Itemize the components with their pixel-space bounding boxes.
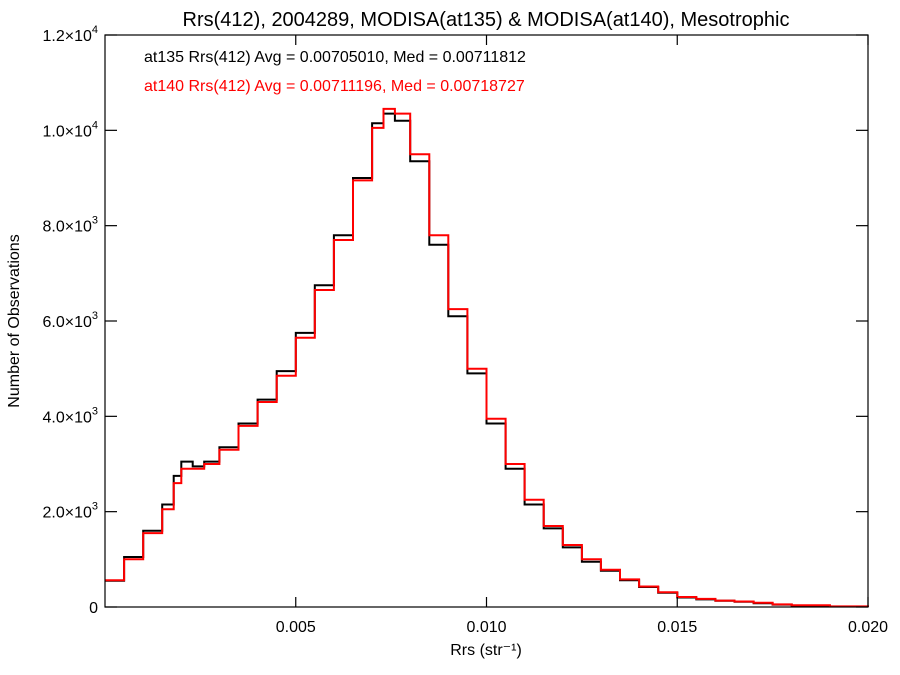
y-tick-mantissa: 1.2×10 [42,28,91,45]
legend-at140: at140 Rrs(412) Avg = 0.00711196, Med = 0… [144,78,525,95]
x-tick-label: 0.020 [848,619,888,636]
y-tick-mantissa: 8.0×10 [42,219,91,236]
x-tick-label: 0.005 [276,619,316,636]
y-tick-label: 8.0×103 [42,215,98,236]
y-tick-label: 2.0×103 [42,501,98,522]
x-axis: 0.005 0.010 0.015 0.020 [276,35,888,636]
series-line-at135 [105,112,869,608]
y-tick-label: 0 [89,600,98,617]
plot-frame [104,34,869,608]
y-axis: 02.0×1034.0×1036.0×1038.0×1031.0×1041.2×… [42,24,868,617]
y-axis-label: Number of Observations [6,234,23,407]
y-tick-exponent: 3 [92,215,98,227]
y-tick-mantissa: 4.0×10 [42,409,91,426]
y-tick-exponent: 4 [92,24,98,36]
y-tick-mantissa: 1.0×10 [42,123,91,140]
y-tick-exponent: 3 [92,310,98,322]
y-tick-mantissa: 2.0×10 [42,505,91,522]
chart-title: Rrs(412), 2004289, MODISA(at135) & MODIS… [183,9,790,31]
y-tick-mantissa: 0 [89,600,98,617]
x-tick-label: 0.010 [466,619,506,636]
y-tick-label: 4.0×103 [42,405,98,426]
x-tick-label: 0.015 [657,619,697,636]
y-tick-exponent: 3 [92,405,98,417]
x-axis-label: Rrs (str⁻¹) [450,642,522,659]
y-tick-label: 1.0×104 [42,119,98,140]
series-line-at140 [105,107,869,608]
y-tick-label: 1.2×104 [42,24,98,45]
y-tick-exponent: 3 [92,501,98,513]
series-group [105,107,869,608]
legend-at135: at135 Rrs(412) Avg = 0.00705010, Med = 0… [144,49,526,66]
y-tick-label: 6.0×103 [42,310,98,331]
y-tick-exponent: 4 [92,119,98,131]
y-tick-mantissa: 6.0×10 [42,314,91,331]
